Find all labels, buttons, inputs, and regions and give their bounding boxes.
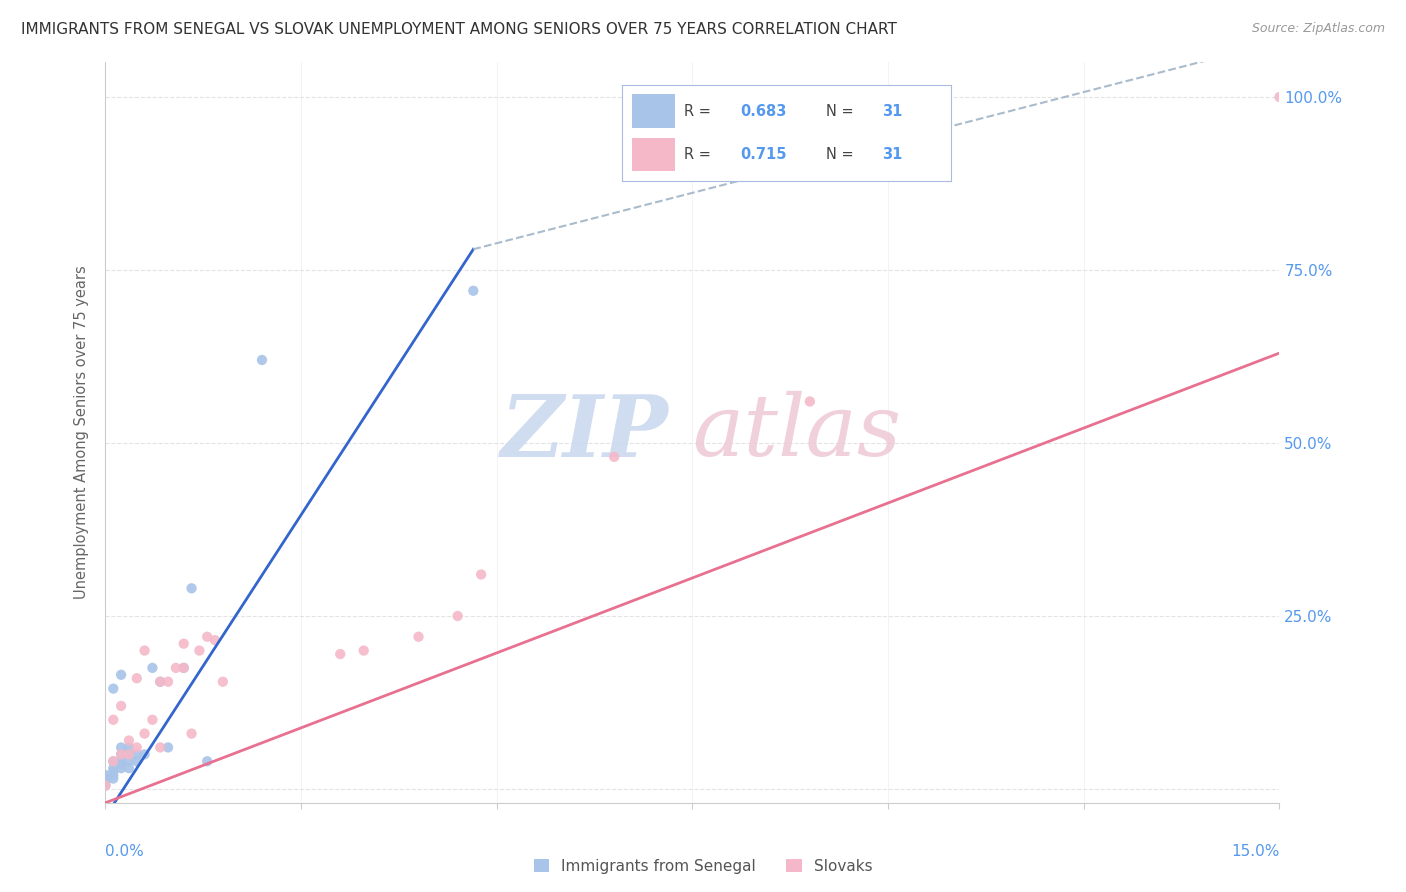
Point (125, 754, 148, 768)
Point (353, 643, 375, 657)
Point (1268, 90, 1291, 104)
Point (103, 713, 125, 727)
Point (141, 713, 163, 727)
Point (110, 740, 132, 755)
Point (157, 674, 180, 689)
Point (180, 726, 202, 740)
Point (125, 671, 148, 685)
Point (134, 726, 156, 740)
Point (110, 761, 132, 775)
Point (103, 681, 125, 696)
Text: ZIP: ZIP (501, 391, 669, 475)
Text: 15.0%: 15.0% (1232, 844, 1279, 858)
Point (110, 698, 132, 713)
Point (180, 582, 202, 596)
Point (173, 661, 195, 675)
Point (118, 733, 141, 747)
Point (94, 779, 117, 793)
Point (103, 761, 125, 775)
Point (110, 754, 132, 768)
Point (195, 630, 218, 644)
Point (446, 609, 468, 624)
Point (173, 661, 195, 675)
Point (408, 630, 430, 644)
Point (149, 674, 172, 689)
Point (329, 647, 352, 661)
Legend: Immigrants from Senegal, Slovaks: Immigrants from Senegal, Slovaks (527, 853, 879, 880)
Point (103, 754, 125, 768)
Point (118, 747, 141, 762)
Point (110, 747, 132, 762)
Point (134, 643, 156, 657)
Point (118, 740, 141, 755)
Point (195, 754, 218, 768)
Point (118, 747, 141, 762)
Point (470, 567, 492, 582)
Point (94, 775, 117, 789)
Point (211, 674, 233, 689)
Point (103, 754, 125, 768)
Text: IMMIGRANTS FROM SENEGAL VS SLOVAK UNEMPLOYMENT AMONG SENIORS OVER 75 YEARS CORRE: IMMIGRANTS FROM SENEGAL VS SLOVAK UNEMPL… (21, 22, 897, 37)
Point (94, 772, 117, 786)
Point (165, 661, 187, 675)
Point (141, 661, 163, 675)
Point (103, 772, 125, 786)
Point (188, 643, 211, 657)
Text: Source: ZipAtlas.com: Source: ZipAtlas.com (1251, 22, 1385, 36)
Point (204, 633, 226, 648)
Point (94, 768, 117, 782)
Point (125, 747, 148, 762)
Point (603, 450, 626, 464)
Point (463, 284, 485, 298)
Point (799, 394, 821, 409)
Point (173, 637, 195, 651)
Point (118, 761, 141, 775)
Y-axis label: Unemployment Among Seniors over 75 years: Unemployment Among Seniors over 75 years (75, 266, 90, 599)
Point (103, 764, 125, 779)
Point (110, 757, 132, 772)
Text: atlas: atlas (692, 392, 901, 474)
Point (250, 353, 273, 368)
Point (110, 667, 132, 681)
Point (110, 747, 132, 762)
Point (134, 747, 156, 762)
Point (125, 740, 148, 755)
Point (157, 740, 180, 755)
Point (149, 740, 172, 755)
Point (118, 754, 141, 768)
Point (149, 674, 172, 689)
Point (103, 768, 125, 782)
Text: 0.0%: 0.0% (105, 844, 145, 858)
Point (94, 779, 117, 793)
